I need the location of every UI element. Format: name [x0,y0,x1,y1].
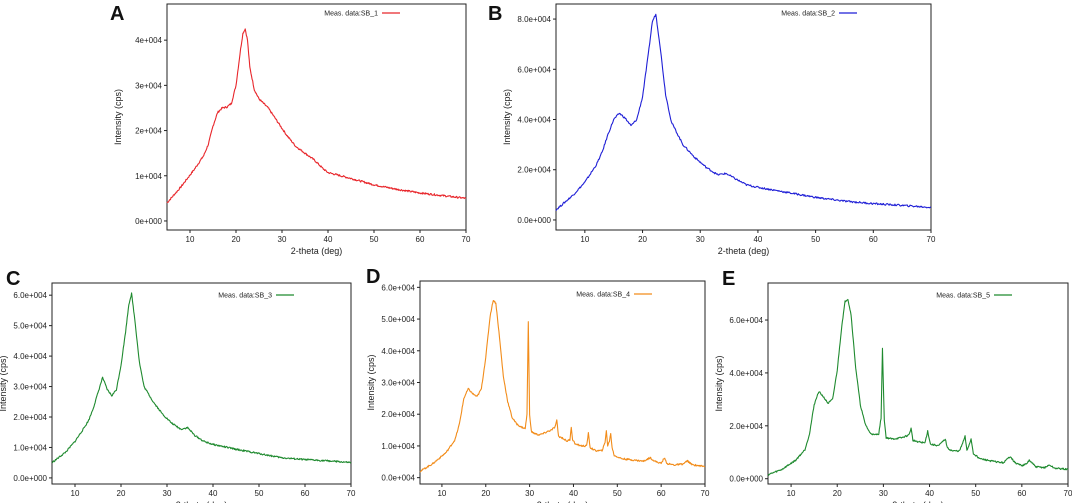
y-tick-label: 8.0e+004 [517,15,551,24]
x-tick-label: 40 [209,489,218,498]
legend-label: Meas. data:SB_4 [576,292,630,299]
y-tick-label: 5.0e+004 [13,322,47,331]
x-tick-label: 50 [971,489,980,498]
x-axis-label: 2-theta (deg) [291,246,343,256]
y-tick-label: 4.0e+004 [729,369,763,378]
y-axis-label: Intensity (cps) [714,355,724,411]
x-axis-label: 2-theta (deg) [892,500,944,503]
x-tick-label: 10 [580,235,589,244]
x-tick-label: 60 [416,235,425,244]
y-tick-label: 4e+004 [135,36,162,45]
y-tick-label: 2.0e+004 [381,410,415,419]
y-tick-label: 6.0e+004 [729,316,763,325]
y-axis-label: Intensity (cps) [502,89,512,145]
x-tick-label: 70 [1064,489,1072,498]
y-tick-label: 0.0e+000 [517,216,551,225]
chart-panel-d: D 10 20 30 40 50 60 70 0.0e+004 1.0e+004 2.0e+004 3… [366,266,710,503]
y-tick-label: 0.0e+004 [381,474,415,483]
x-tick-label: 40 [569,489,578,498]
x-tick-label: 10 [787,489,796,498]
y-tick-label: 0.0e+000 [13,474,47,483]
plot-frame [767,282,1069,485]
x-tick-label: 70 [927,235,936,244]
chart-panel-b: B 10 20 30 40 50 60 70 0.0e+000 2.0e+004 4.0e+004 6… [488,3,936,256]
y-tick-label: 4.0e+004 [517,116,551,125]
x-tick-label: 30 [163,489,172,498]
y-tick-label: 6.0e+004 [381,283,415,292]
chart-panel-c: C 10 20 30 40 50 60 70 0.0e+000 1.0e+004 2.0e+004 3… [0,268,356,503]
x-axis-label: 2-theta (deg) [537,500,589,503]
x-tick-label: 20 [481,489,490,498]
y-tick-label: 6.0e+004 [517,65,551,74]
x-tick-label: 60 [869,235,878,244]
x-tick-label: 60 [301,489,310,498]
x-tick-label: 40 [324,235,333,244]
x-tick-label: 30 [278,235,287,244]
x-tick-label: 70 [701,489,710,498]
panel-letter: B [488,3,502,25]
x-tick-label: 20 [117,489,126,498]
y-tick-label: 4.0e+004 [13,352,47,361]
x-tick-label: 10 [71,489,80,498]
y-tick-label: 3.0e+004 [13,383,47,392]
legend-label: Meas. data:SB_2 [781,11,835,18]
y-tick-label: 4.0e+004 [381,347,415,356]
legend-label: Meas. data:SB_1 [324,11,378,18]
legend-label: Meas. data:SB_3 [218,293,272,300]
y-axis-label: Intensity (cps) [113,89,123,145]
plot-frame [51,282,352,485]
x-tick-label: 70 [462,235,471,244]
y-tick-label: 0.0e+000 [729,475,763,484]
plot-frame [166,3,467,231]
x-tick-label: 60 [1017,489,1026,498]
x-tick-label: 20 [833,489,842,498]
x-tick-label: 40 [925,489,934,498]
chart-panel-e: E 10 20 30 40 50 60 70 0.0e+000 2.0e+004 4.0e+004 6… [714,268,1072,503]
y-tick-label: 1.0e+004 [381,442,415,451]
y-tick-label: 5.0e+004 [381,315,415,324]
x-tick-label: 50 [255,489,264,498]
series-line-d [419,300,706,473]
x-axis-label: 2-theta (deg) [176,500,228,503]
plot-frame [419,280,706,485]
panel-letter: A [110,3,124,25]
y-tick-label: 1.0e+004 [13,443,47,452]
x-tick-label: 50 [370,235,379,244]
series-line-b [555,13,932,212]
y-axis-label: Intensity (cps) [0,355,8,411]
x-tick-label: 10 [437,489,446,498]
y-tick-label: 0e+000 [135,217,162,226]
x-tick-label: 40 [753,235,762,244]
series-line-c [51,292,352,464]
panel-letter: D [366,266,380,288]
y-tick-label: 6.0e+004 [13,291,47,300]
y-tick-label: 2.0e+004 [729,422,763,431]
panel-letter: C [6,268,20,290]
series-line-e [767,298,1069,476]
x-tick-label: 70 [347,489,356,498]
x-tick-label: 30 [525,489,534,498]
y-tick-label: 3e+004 [135,81,162,90]
y-tick-label: 3.0e+004 [381,379,415,388]
series-line-a [166,28,467,204]
y-axis-label: Intensity (cps) [366,354,376,410]
x-tick-label: 30 [696,235,705,244]
chart-panel-a: A 10 20 30 40 50 60 70 0e+000 1e+004 2e+004 3e+004 4… [110,3,471,256]
x-axis-label: 2-theta (deg) [718,246,770,256]
y-tick-label: 2e+004 [135,127,162,136]
y-tick-label: 1e+004 [135,172,162,181]
x-tick-label: 60 [657,489,666,498]
x-tick-label: 30 [879,489,888,498]
y-tick-label: 2.0e+004 [13,413,47,422]
x-tick-label: 20 [638,235,647,244]
x-tick-label: 10 [186,235,195,244]
plot-frame [555,3,932,231]
x-tick-label: 20 [232,235,241,244]
x-tick-label: 50 [613,489,622,498]
legend-label: Meas. data:SB_5 [936,293,990,300]
panel-letter: E [722,268,735,290]
x-tick-label: 50 [811,235,820,244]
y-tick-label: 2.0e+004 [517,166,551,175]
